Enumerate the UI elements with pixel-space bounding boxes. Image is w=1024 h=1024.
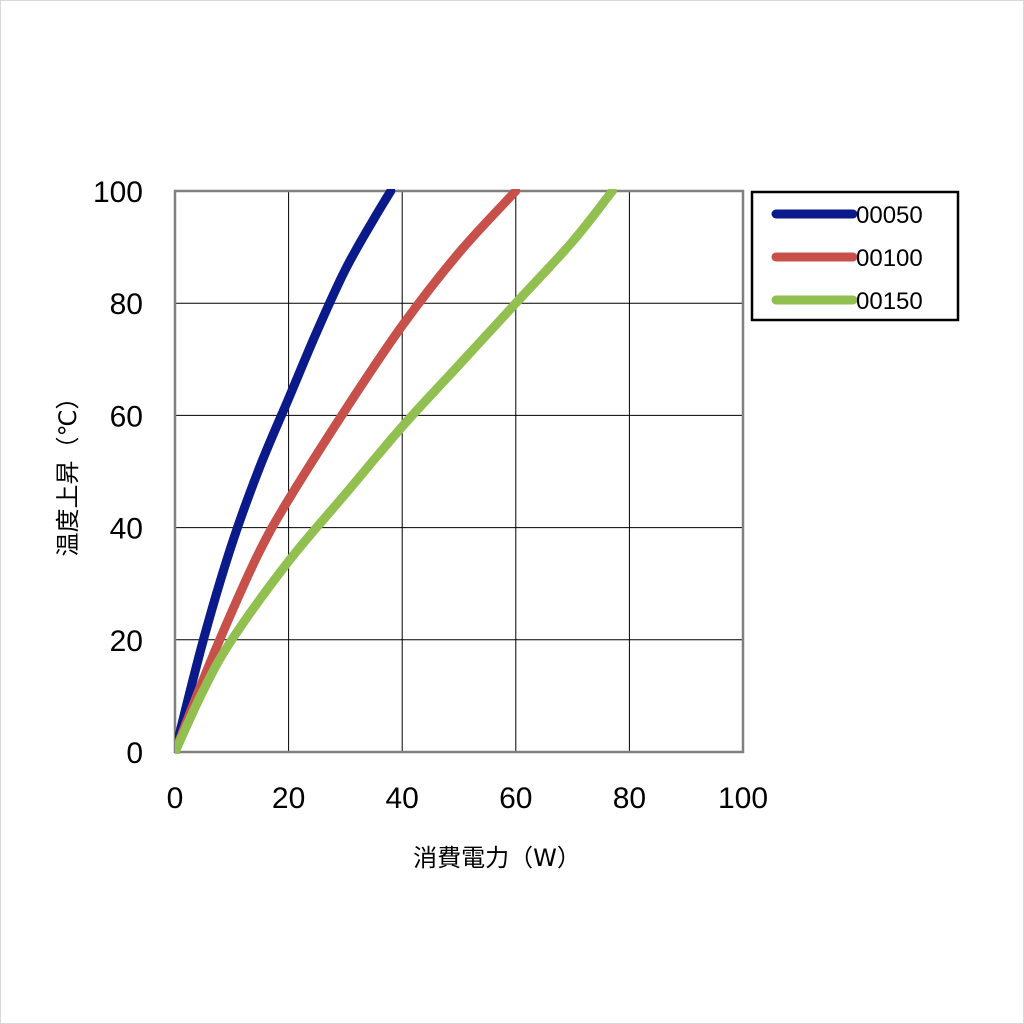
series-line-00050 xyxy=(175,189,396,754)
y-axis-ticks: 0 20 40 60 80 100 xyxy=(93,176,143,770)
x-axis-title: 消費電力（W） xyxy=(413,844,581,872)
x-axis-ticks: 0 20 40 60 80 100 xyxy=(167,782,768,815)
y-tick-label: 100 xyxy=(93,176,143,209)
x-tick-label: 0 xyxy=(167,782,184,815)
legend-label: 00050 xyxy=(856,202,923,229)
legend-label: 00150 xyxy=(856,288,923,315)
x-tick-label: 80 xyxy=(613,782,646,815)
plot-border xyxy=(173,189,745,754)
x-tick-label: 100 xyxy=(718,782,768,815)
plot-area xyxy=(175,191,743,752)
y-tick-label: 40 xyxy=(110,513,143,546)
series-line-00150 xyxy=(175,189,617,754)
y-tick-label: 60 xyxy=(110,400,143,433)
y-tick-label: 0 xyxy=(126,737,143,770)
y-tick-label: 20 xyxy=(110,625,143,658)
series-layer xyxy=(175,189,617,754)
y-tick-label: 80 xyxy=(110,288,143,321)
x-tick-label: 40 xyxy=(386,782,419,815)
legend-label: 00100 xyxy=(856,245,923,272)
y-axis-title: 温度上昇（℃） xyxy=(54,386,82,557)
series-line-00100 xyxy=(175,189,521,754)
x-tick-label: 20 xyxy=(272,782,305,815)
legend: 00050 00100 00150 xyxy=(750,190,960,322)
x-tick-label: 60 xyxy=(499,782,532,815)
